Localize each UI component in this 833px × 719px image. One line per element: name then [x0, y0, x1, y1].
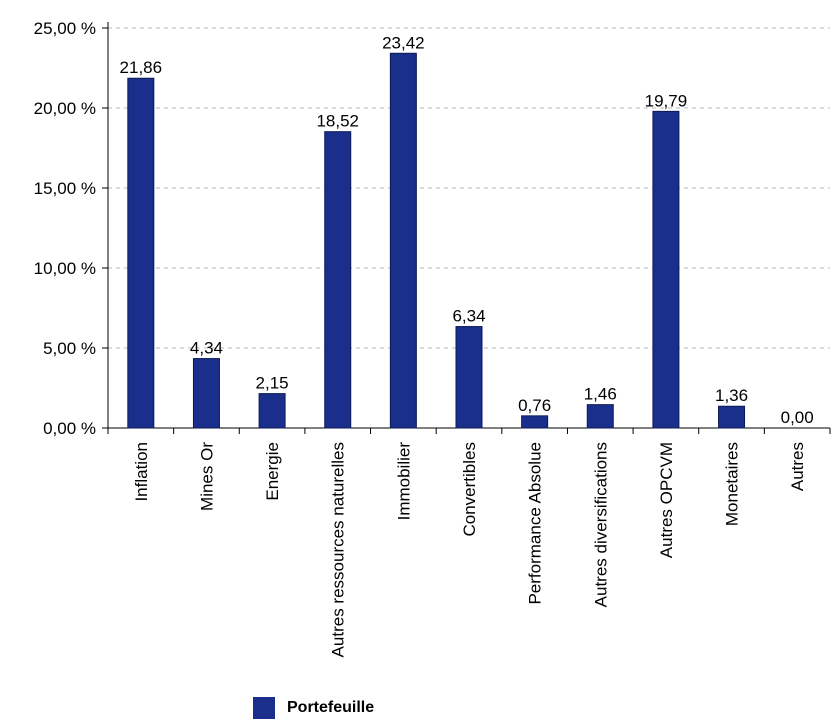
data-label-7: 1,46 — [584, 385, 617, 404]
category-label-1: Mines Or — [197, 442, 216, 511]
y-tick-label: 25,00 % — [34, 19, 96, 38]
bar-1 — [192, 358, 220, 429]
data-label-4: 23,42 — [382, 33, 425, 52]
legend-swatch-portefeuille — [253, 697, 275, 719]
category-label-0: Inflation — [132, 442, 151, 502]
bar-2 — [258, 393, 286, 429]
data-label-9: 1,36 — [715, 386, 748, 405]
category-label-8: Autres OPCVM — [657, 442, 676, 558]
data-label-2: 2,15 — [256, 374, 289, 393]
bar-9 — [718, 405, 746, 429]
category-labels: Inflation Mines Or Energie Autres ressource… — [132, 442, 807, 658]
data-label-6: 0,76 — [518, 396, 551, 415]
data-label-5: 6,34 — [452, 307, 485, 326]
bar-7 — [586, 404, 614, 429]
y-tick-label: 15,00 % — [34, 179, 96, 198]
data-label-3: 18,52 — [316, 112, 359, 131]
category-label-7: Autres diversifications — [591, 442, 610, 607]
category-label-3: Autres ressources naturelles — [329, 442, 348, 657]
data-label-0: 21,86 — [120, 58, 163, 77]
data-label-8: 19,79 — [645, 91, 688, 110]
legend: Portefeuille — [253, 697, 374, 719]
category-label-4: Immobilier — [394, 442, 413, 521]
gridlines — [108, 27, 830, 349]
x-ticks — [107, 428, 831, 434]
y-tick-label: 5,00 % — [43, 339, 96, 358]
y-tick-label: 0,00 % — [43, 419, 96, 438]
y-tick-labels: 0,00 % 5,00 % 10,00 % 15,00 % 20,00 % 25,00 % — [34, 19, 96, 438]
bar-5 — [455, 326, 483, 429]
category-label-10: Autres — [788, 442, 807, 491]
bar-3 — [324, 131, 352, 429]
data-labels: 21,86 4,34 2,15 18,52 23,42 6,34 0,76 1,46 19,79… — [120, 33, 814, 427]
category-label-2: Energie — [263, 442, 282, 501]
legend-label-portefeuille: Portefeuille — [287, 699, 375, 716]
bars — [127, 52, 746, 429]
bar-8 — [652, 110, 680, 429]
category-label-9: Monetaires — [723, 442, 742, 526]
bar-0 — [127, 77, 155, 429]
category-label-6: Performance Absolue — [526, 442, 545, 605]
bar-6 — [521, 415, 549, 429]
y-tick-label: 20,00 % — [34, 99, 96, 118]
data-label-10: 0,00 — [781, 408, 814, 427]
category-label-5: Convertibles — [460, 442, 479, 537]
bar-4 — [389, 52, 417, 429]
data-label-1: 4,34 — [190, 339, 223, 358]
y-tick-label: 10,00 % — [34, 259, 96, 278]
